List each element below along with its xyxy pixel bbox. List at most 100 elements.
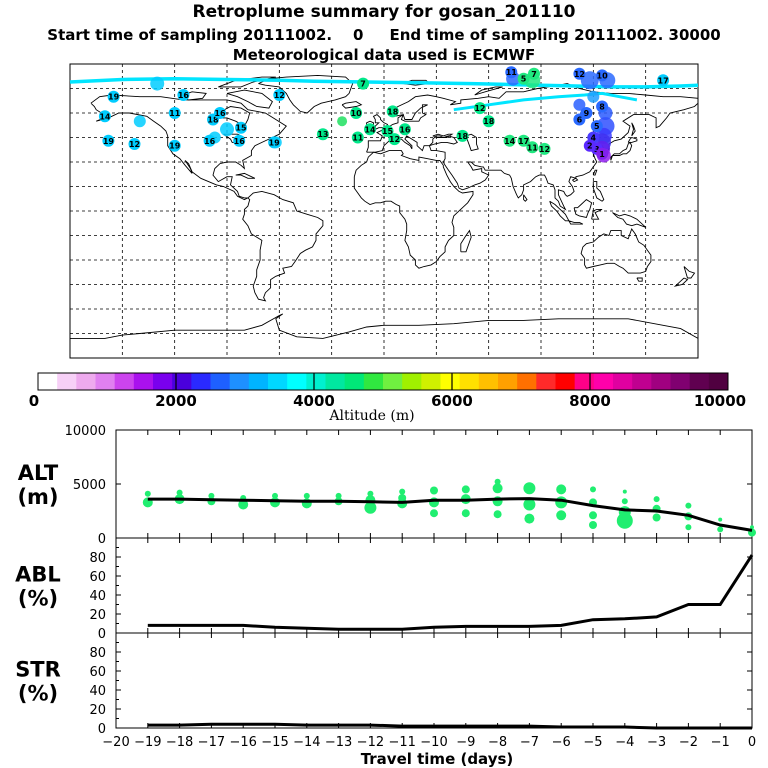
plume-day-label: 19 [169, 142, 181, 151]
coastline-greenland [258, 74, 354, 114]
panel-ylabel-unit: (m) [17, 485, 58, 509]
alt-scatter-point [461, 509, 470, 518]
y-tick-label: 0 [98, 722, 106, 737]
chart-title: Retroplume summary for gosan_201110 [192, 2, 576, 22]
plume-day-label: 12 [474, 104, 485, 113]
alt-scatter-point [144, 490, 151, 497]
coastline-caspian-sea [465, 133, 479, 152]
plume-day-label: 12 [274, 91, 285, 100]
coastline-sumatra [549, 200, 570, 222]
coastline-tasmania [636, 277, 643, 282]
x-tick-label: −16 [229, 735, 256, 750]
colorbar-swatch [593, 373, 614, 390]
plume-marker [203, 134, 216, 147]
plume-day-label: 12 [574, 70, 585, 79]
alt-scatter-point [622, 489, 627, 494]
colorbar-swatch [210, 373, 231, 390]
y-tick-label: 40 [89, 684, 106, 699]
colorbar-label: Altitude (m) [328, 408, 414, 424]
alt-scatter-point [653, 496, 660, 503]
plume-day-label: 19 [269, 138, 281, 147]
plume-day-label: 14 [99, 112, 111, 121]
alt-scatter-point [718, 517, 723, 522]
plume-day-label: 3 [594, 145, 600, 154]
x-tick-label: −17 [198, 735, 225, 750]
plume-marker [98, 110, 111, 123]
colorbar-swatch [651, 373, 671, 390]
y-tick-label: 20 [89, 703, 106, 718]
plume-blob [133, 115, 146, 128]
alt-scatter-point [398, 494, 407, 502]
y-tick-label: 80 [89, 646, 106, 661]
alt-scatter-point [717, 526, 724, 533]
plume-day-label: 5 [594, 122, 600, 131]
plume-marker [398, 123, 411, 136]
x-tick-label: −9 [456, 735, 475, 750]
panel-ylabel-unit: (%) [18, 682, 58, 706]
plume-day-label: 17 [518, 137, 529, 146]
plume-marker [102, 134, 115, 147]
plume-day-label: 18 [483, 117, 495, 126]
colorbar-swatch [574, 373, 595, 390]
plume-blob [337, 116, 348, 127]
coastline-hainan [572, 177, 579, 183]
x-tick-label: −5 [583, 735, 602, 750]
plume-day-label: 14 [364, 125, 376, 134]
coastline-baffin [226, 89, 273, 109]
y-tick-label: 0 [98, 532, 106, 547]
alt-scatter-point [364, 501, 377, 514]
coastline-africa [353, 150, 474, 269]
plume-day-label: 6 [577, 116, 583, 125]
alt-scatter-point [272, 492, 278, 499]
plume-marker [526, 141, 539, 154]
colorbar-swatch [57, 373, 77, 390]
colorbar-swatch [344, 373, 365, 390]
alt-scatter-point [461, 485, 470, 494]
plume-day-label: 11 [506, 68, 518, 77]
coastline-sri-lanka [523, 194, 528, 202]
plume-day-label: 5 [521, 75, 527, 84]
plume-day-label: 10 [351, 109, 363, 118]
alt-scatter-point [303, 492, 310, 499]
plume-day-label: 16 [204, 137, 216, 146]
x-tick-label: −7 [520, 735, 539, 750]
panel-ylabel-name: STR [15, 658, 61, 682]
colorbar-swatch [708, 373, 729, 390]
plume-marker [538, 142, 551, 155]
panel-frame-alt [115, 429, 753, 539]
alt-scatter-point [493, 510, 502, 519]
plume-marker [268, 136, 281, 149]
colorbar-swatch [670, 373, 691, 390]
alt-scatter-point [238, 499, 249, 510]
plume-day-label: 19 [108, 93, 120, 102]
x-tick-label: −2 [679, 735, 698, 750]
alt-scatter-point [492, 483, 503, 494]
plume-day-label: 15 [382, 127, 394, 136]
alt-scatter-point [494, 478, 501, 485]
colorbar-swatch [383, 373, 403, 390]
colorbar-swatch [248, 373, 269, 390]
panel-ylabel-unit: (%) [18, 587, 58, 611]
plume-day-label: 8 [599, 103, 605, 112]
plume-day-label: 1 [599, 150, 605, 159]
plume-day-label: 9 [584, 109, 590, 118]
colorbar-swatch [555, 373, 576, 390]
x-tick-label: 0 [748, 735, 756, 750]
colorbar-swatch [38, 373, 58, 390]
plume-blob [580, 71, 599, 90]
plume-marker [596, 147, 609, 160]
colorbar-tick-label: 2000 [155, 392, 197, 410]
coastline-north-america [90, 94, 287, 201]
colorbar-swatch [229, 373, 250, 390]
colorbar-swatch [133, 373, 154, 390]
plume-marker [517, 72, 530, 85]
alt-scatter-point [589, 521, 597, 529]
plume-day-label: 16 [234, 137, 246, 146]
colorbar-tick-label: 0 [29, 392, 39, 410]
plume-marker [482, 115, 495, 128]
alt-scatter-point [399, 488, 406, 495]
coastline-eurasia [366, 83, 699, 211]
x-tick-label: −11 [388, 735, 415, 750]
